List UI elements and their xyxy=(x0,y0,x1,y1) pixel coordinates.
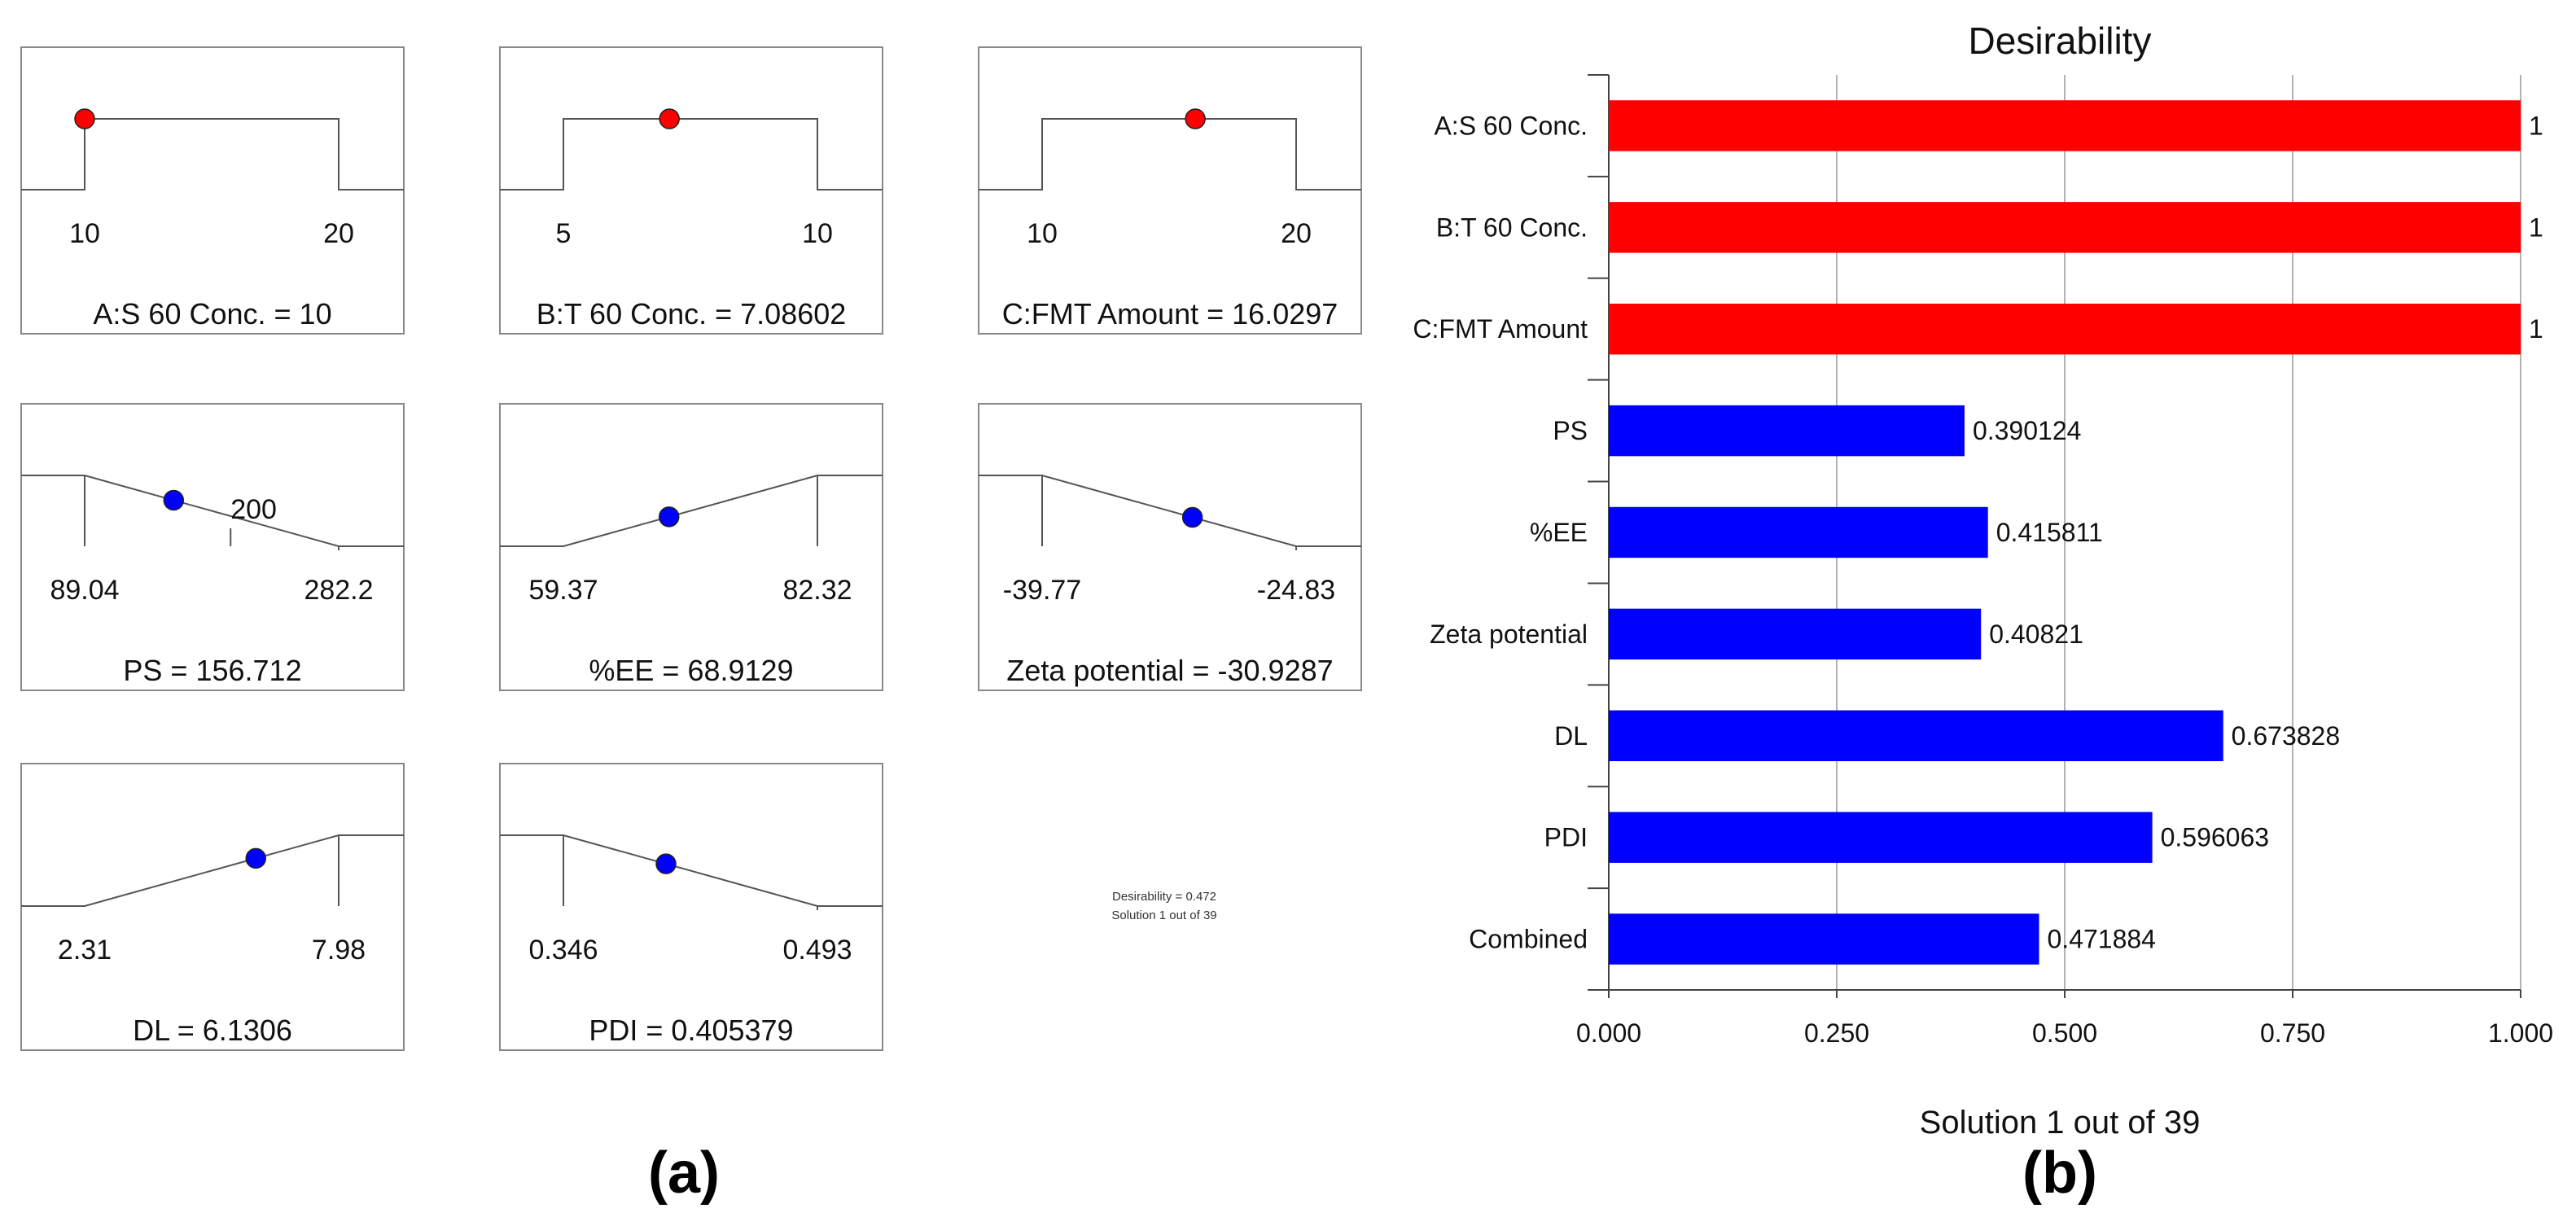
range-low-label: 89.04 xyxy=(50,575,119,606)
ramp-line xyxy=(21,118,404,190)
range-low-label: 59.37 xyxy=(528,575,598,606)
current-marker xyxy=(74,108,95,129)
bar xyxy=(1609,304,2521,355)
ramp-caption: %EE = 68.9129 xyxy=(589,654,793,687)
ramp-plot: 5 10 B:T 60 Conc. = 7.08602 xyxy=(499,46,883,335)
category-label: PDI xyxy=(1544,823,1588,852)
ramp-caption: DL = 6.1306 xyxy=(133,1014,292,1047)
range-low-label: 10 xyxy=(1027,218,1058,249)
range-high-label: 0.493 xyxy=(782,935,852,965)
ramp-plot: 2.31 7.98 DL = 6.1306 xyxy=(20,763,405,1051)
value-label: 0.415811 xyxy=(1996,518,2103,547)
current-marker xyxy=(245,847,266,869)
ramp-line xyxy=(21,834,404,907)
ramp-line xyxy=(500,834,883,907)
bar xyxy=(1609,405,1965,457)
current-marker xyxy=(1181,506,1203,528)
range-high-label: 282.2 xyxy=(304,575,373,606)
ramp-plot: 10 20 A:S 60 Conc. = 10 xyxy=(20,46,405,335)
range-high-label: 20 xyxy=(1281,218,1312,249)
current-marker xyxy=(655,853,677,874)
category-label: C:FMT Amount xyxy=(1413,314,1588,344)
current-marker xyxy=(658,506,680,528)
bar xyxy=(1609,608,1982,660)
ramp-caption: Zeta potential = -30.9287 xyxy=(1006,654,1333,687)
x-axis-label: Solution 1 out of 39 xyxy=(1920,1105,2201,1141)
value-label: 0.471884 xyxy=(2048,925,2156,954)
ramp-caption: A:S 60 Conc. = 10 xyxy=(93,297,331,331)
category-label: PS xyxy=(1553,416,1588,445)
ramp-line xyxy=(979,118,1361,190)
range-high-label: 82.32 xyxy=(782,575,852,606)
summary-desirability: Desirability = 0.472 xyxy=(1112,890,1216,904)
bar xyxy=(1609,913,2039,965)
panel-a: 10 20 A:S 60 Conc. = 10 5 10 B:T 60 Conc. = 7… xyxy=(20,46,1362,1051)
category-label: %EE xyxy=(1530,518,1588,547)
value-label: 0.40821 xyxy=(1989,620,2083,649)
range-low-label: -39.77 xyxy=(1003,575,1081,606)
ramp-plot: 10 20 C:FMT Amount = 16.0297 xyxy=(978,46,1362,335)
ramp-line xyxy=(500,118,883,190)
ramp-caption: C:FMT Amount = 16.0297 xyxy=(1002,297,1338,331)
ramp-caption: PDI = 0.405379 xyxy=(589,1014,793,1047)
ramp-line xyxy=(500,475,883,547)
value-label: 0.596063 xyxy=(2161,823,2269,852)
value-label: 1 xyxy=(2529,212,2543,242)
ramp-plot: -39.77 -24.83 Zeta potential = -30.9287 xyxy=(978,403,1362,691)
category-label: DL xyxy=(1554,721,1588,751)
category-label: Zeta potential xyxy=(1430,620,1588,649)
ramp-line xyxy=(21,475,404,547)
value-label: 1 xyxy=(2529,111,2543,140)
bar xyxy=(1609,100,2521,151)
x-tick-label: 0.500 xyxy=(2032,1018,2097,1048)
category-label: Combined xyxy=(1469,925,1588,954)
range-low-label: 5 xyxy=(556,218,572,249)
panel-b-label: (b) xyxy=(2022,1141,2097,1206)
value-label: 0.673828 xyxy=(2232,721,2340,751)
panel-a-label: (a) xyxy=(648,1141,720,1206)
panel-b: 0.000 0.250 0.500 0.750 1.000 A:S 60 Conc. 1 B:… xyxy=(1413,74,2553,1048)
ramp-plot: 59.37 82.32 %EE = 68.9129 xyxy=(499,403,883,691)
summary-solution: Solution 1 out of 39 xyxy=(1111,909,1216,922)
range-high-label: 20 xyxy=(323,218,354,249)
category-label: A:S 60 Conc. xyxy=(1434,111,1588,140)
range-low-label: 2.31 xyxy=(58,935,112,965)
bar xyxy=(1609,506,1988,558)
ramp-caption: B:T 60 Conc. = 7.08602 xyxy=(537,297,847,331)
range-high-label: -24.83 xyxy=(1257,575,1335,606)
current-marker xyxy=(163,489,185,511)
current-marker xyxy=(659,108,680,129)
ramp-plot: 200 89.04 282.2 PS = 156.712 xyxy=(20,403,405,691)
ramp-plot: 0.346 0.493 PDI = 0.405379 xyxy=(499,763,883,1051)
bar xyxy=(1609,202,2521,253)
bar xyxy=(1609,812,2153,863)
range-high-label: 7.98 xyxy=(312,935,366,965)
chart-title: Desirability xyxy=(1969,20,2152,62)
x-tick-label: 0.000 xyxy=(1576,1018,1641,1048)
ramp-line xyxy=(979,475,1361,547)
bar xyxy=(1609,710,2223,761)
x-tick-label: 0.250 xyxy=(1804,1018,1869,1048)
value-label: 1 xyxy=(2529,314,2543,344)
current-marker xyxy=(1185,108,1206,129)
range-low-label: 0.346 xyxy=(528,935,598,965)
category-label: B:T 60 Conc. xyxy=(1436,212,1588,242)
range-low-label: 10 xyxy=(69,218,100,249)
x-tick-label: 0.750 xyxy=(2260,1018,2325,1048)
ramp-caption: PS = 156.712 xyxy=(123,654,301,687)
target-label: 200 xyxy=(230,494,277,525)
value-label: 0.390124 xyxy=(1973,416,2081,445)
range-high-label: 10 xyxy=(802,218,833,249)
x-tick-label: 1.000 xyxy=(2488,1018,2553,1048)
